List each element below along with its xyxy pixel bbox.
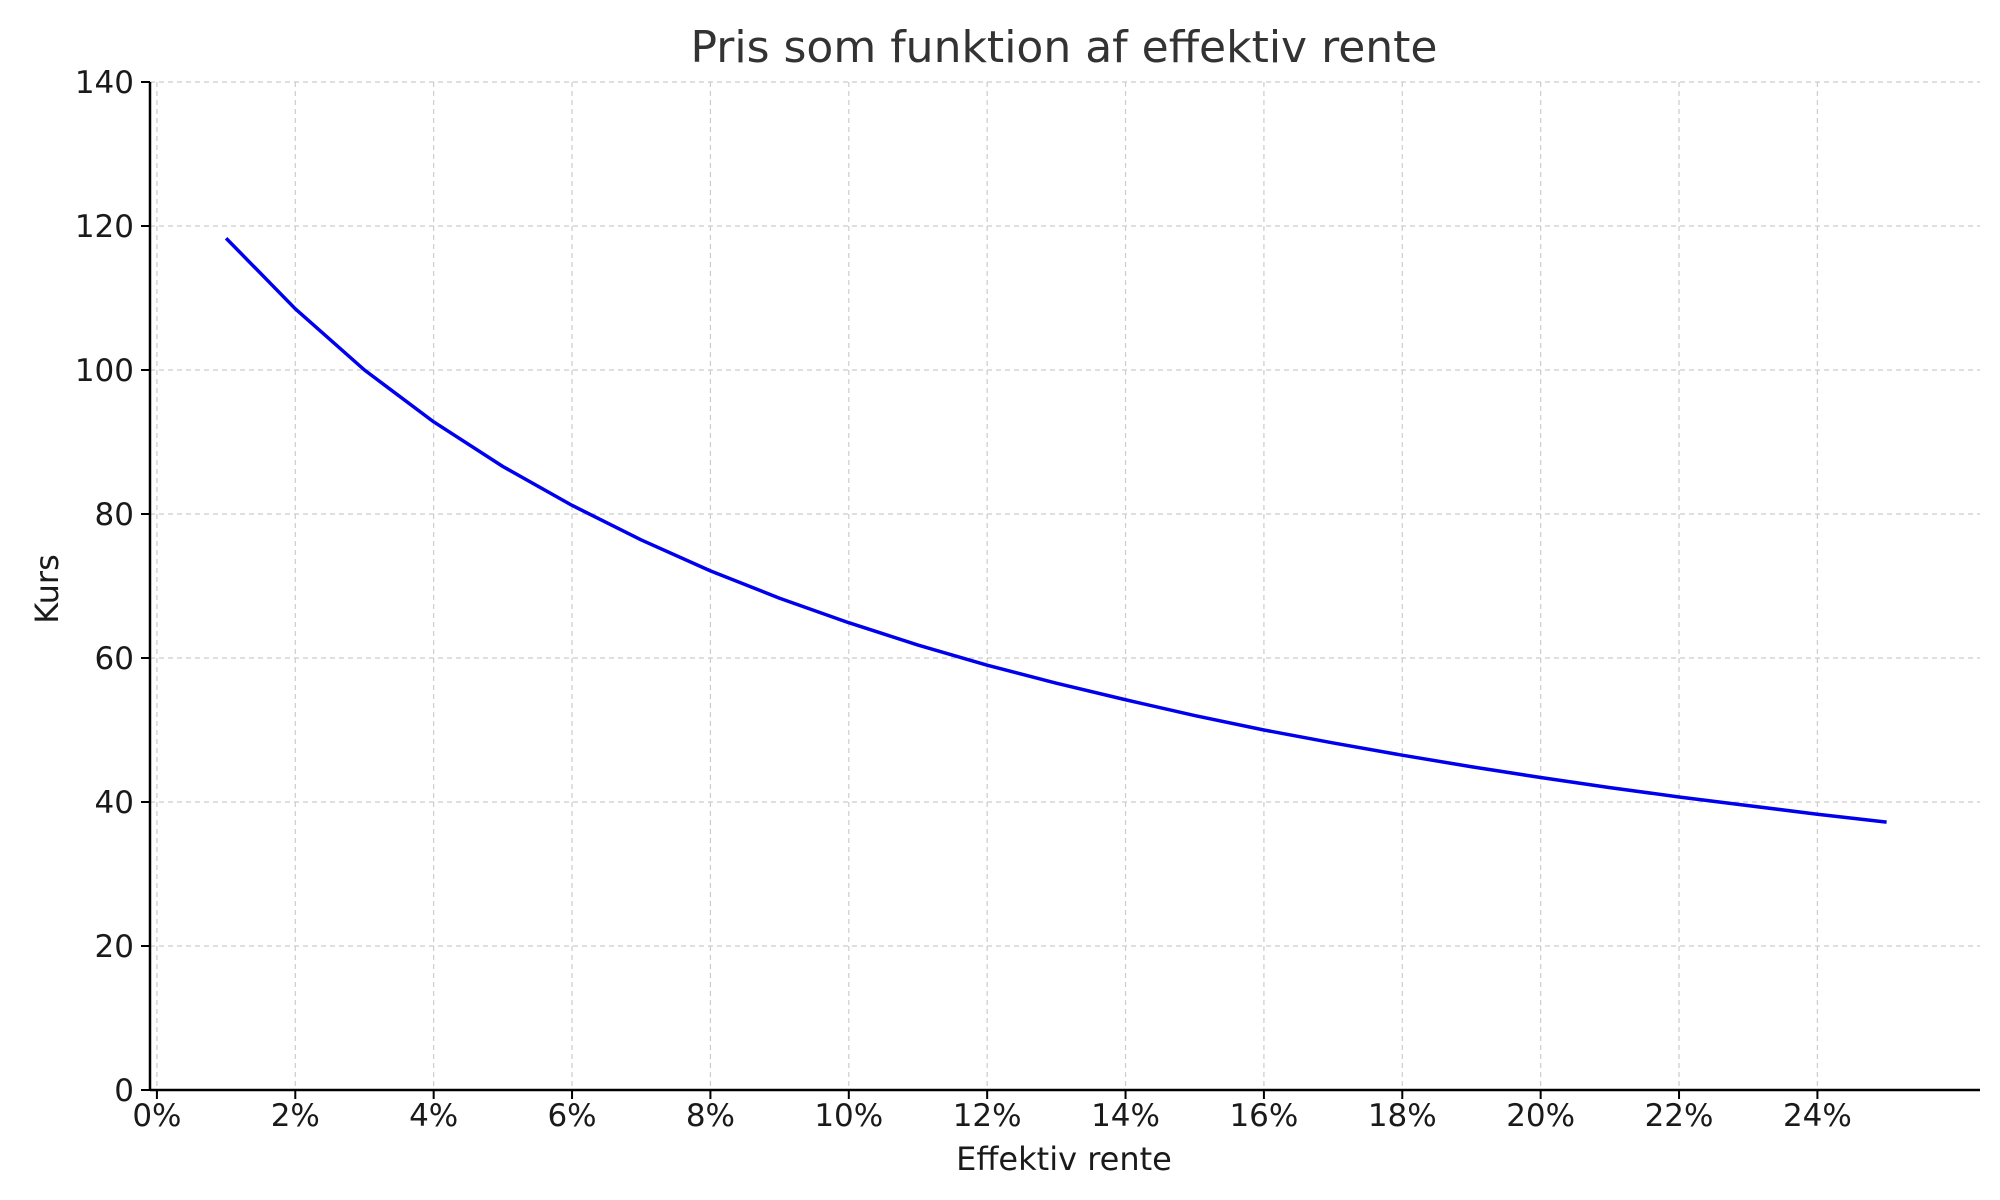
y-ticks: 0 20 40 60 80 100 120 140 (75, 65, 150, 1109)
y-tick-label: 40 (95, 785, 134, 821)
y-axis-label: Kurs (28, 554, 66, 624)
x-tick-label: 22% (1645, 1098, 1714, 1134)
x-tick-label: 18% (1368, 1098, 1437, 1134)
series-line (224, 237, 1887, 824)
x-axis-label: Effektiv rente (956, 1140, 1172, 1178)
y-tick-label: 80 (95, 497, 134, 533)
grid (150, 81, 1980, 1091)
y-tick-label: 100 (75, 353, 134, 389)
x-tick-label: 12% (953, 1098, 1022, 1134)
x-tick-label: 0% (132, 1098, 181, 1134)
x-tick-label: 24% (1783, 1098, 1852, 1134)
x-tick-label: 14% (1091, 1098, 1160, 1134)
x-tick-label: 20% (1506, 1098, 1575, 1134)
x-tick-label: 6% (547, 1098, 596, 1134)
x-tick-label: 4% (409, 1098, 458, 1134)
x-tick-label: 8% (686, 1098, 735, 1134)
y-tick-label: 20 (95, 929, 134, 965)
x-tick-label: 10% (814, 1098, 883, 1134)
y-tick-label: 60 (95, 641, 134, 677)
y-tick-label: 0 (114, 1073, 134, 1109)
series-layer (224, 237, 1887, 824)
x-tick-label: 16% (1229, 1098, 1298, 1134)
chart-title: Pris som funktion af effektiv rente (691, 22, 1438, 73)
y-tick-label: 120 (75, 209, 134, 245)
y-tick-label: 140 (75, 65, 134, 101)
x-tick-label: 2% (271, 1098, 320, 1134)
x-ticks: 0% 2% 4% 6% 8% 10% 12% 14% 16% 18% 20% 22% 24% (132, 1090, 1852, 1134)
